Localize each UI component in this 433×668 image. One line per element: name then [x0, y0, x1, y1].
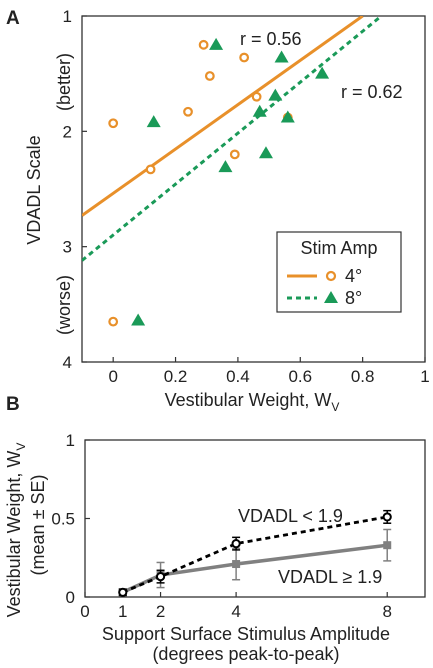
scatter-point-8deg: [258, 146, 273, 159]
panel-b-ytick-label: 0: [66, 588, 75, 607]
panel-a-ytick-label: 3: [63, 238, 72, 257]
panel-b-ylabel: Vestibular Weight, WV: [4, 443, 28, 618]
series-label-lt19: VDADL < 1.9: [238, 506, 343, 526]
scatter-point-4deg: [251, 91, 262, 102]
panel-b-xlabel: Support Surface Stimulus Amplitude: [102, 624, 390, 644]
legend-label-8deg: 8°: [345, 288, 362, 308]
marker-lt19: [155, 571, 166, 582]
panel-a-xtick-label: 0.6: [288, 367, 312, 386]
panel-b-letter: B: [6, 394, 20, 415]
panel-a-ylabel: VDADL Scale: [24, 135, 44, 244]
marker-lt19: [382, 512, 392, 522]
marker-ge19: [232, 560, 241, 569]
panel-a-y-bottom-note: (worse): [54, 275, 74, 335]
fit-line-4deg: [82, 16, 364, 217]
panel-b-xtick-label: 1: [118, 602, 127, 621]
scatter-point-8deg: [268, 88, 283, 101]
panel-a-frame: [81, 15, 426, 363]
r-label-4deg: r = 0.56: [240, 29, 302, 49]
scatter-point-4deg: [198, 39, 209, 50]
scatter-point-4deg: [229, 149, 240, 160]
fit-line-8deg: [82, 16, 383, 262]
scatter-point-4deg: [145, 164, 156, 175]
panel-a-y-top-note: (better): [54, 53, 74, 111]
r-label-8deg: r = 0.62: [341, 82, 403, 102]
marker-lt19: [118, 587, 128, 597]
scatter-point-8deg: [280, 110, 295, 123]
scatter-point-4deg: [239, 52, 250, 63]
panel-b-ytick-label: 1: [66, 431, 75, 450]
panel-a-ytick-label: 4: [63, 353, 72, 372]
scatter-point-4deg: [108, 316, 119, 327]
legend-label-4deg: 4°: [345, 266, 362, 286]
series-line-lt19: [122, 515, 388, 594]
panel-b-xtick-label: 0: [80, 602, 89, 621]
scatter-point-8deg: [252, 104, 267, 117]
scatter-point-8deg: [274, 50, 289, 63]
panel-b-xtick-label: 2: [156, 602, 165, 621]
panel-a-xtick-label: 0.2: [164, 367, 188, 386]
legend-title: Stim Amp: [300, 238, 377, 258]
panel-a-plot: 0 0.2 0.4 0.6 0.8 1 1 2 3 4 r = 0.56 r = 0.62 Stim A…: [63, 7, 430, 386]
scatter-point-8deg: [131, 313, 146, 326]
panel-b-plot: 0 1 2 4 8 0 0.5 1 VDADL < 1.9 VDADL ≥ 1.9: [51, 431, 426, 621]
panel-a-letter: A: [6, 8, 20, 29]
scatter-point-4deg: [183, 106, 193, 117]
panel-b-ylabel2: (mean ± SE): [28, 475, 48, 576]
panel-b-ytick-label: 0.5: [51, 510, 75, 529]
panel-b-xtick-label: 4: [231, 602, 240, 621]
legend-marker-8deg: [324, 291, 338, 303]
scatter-point-8deg: [315, 66, 330, 79]
scatter-point-4deg: [108, 118, 119, 129]
scatter-point-8deg: [209, 37, 224, 50]
panel-a-xtick-label: 0: [108, 367, 117, 386]
series-label-ge19: VDADL ≥ 1.9: [278, 567, 382, 587]
panel-a-xlabel: Vestibular Weight, WV: [165, 390, 340, 414]
panel-a-ytick-label: 1: [63, 7, 72, 26]
panel-b-xlabel2: (degrees peak-to-peak): [152, 644, 339, 664]
scatter-point-4deg: [204, 71, 215, 81]
legend-marker-4deg: [325, 270, 337, 282]
scatter-point-8deg: [218, 160, 233, 173]
panel-a-data-layer: [82, 16, 383, 262]
scatter-point-8deg: [146, 115, 161, 128]
marker-lt19: [231, 539, 241, 549]
panel-a-xtick-label: 0.8: [351, 367, 375, 386]
panel-a-ytick-label: 2: [63, 122, 72, 141]
panel-a-xtick-label: 0.4: [226, 367, 250, 386]
panel-a-xtick-label: 1: [420, 367, 429, 386]
marker-ge19: [383, 541, 392, 550]
panel-b-xtick-label: 8: [382, 602, 391, 621]
